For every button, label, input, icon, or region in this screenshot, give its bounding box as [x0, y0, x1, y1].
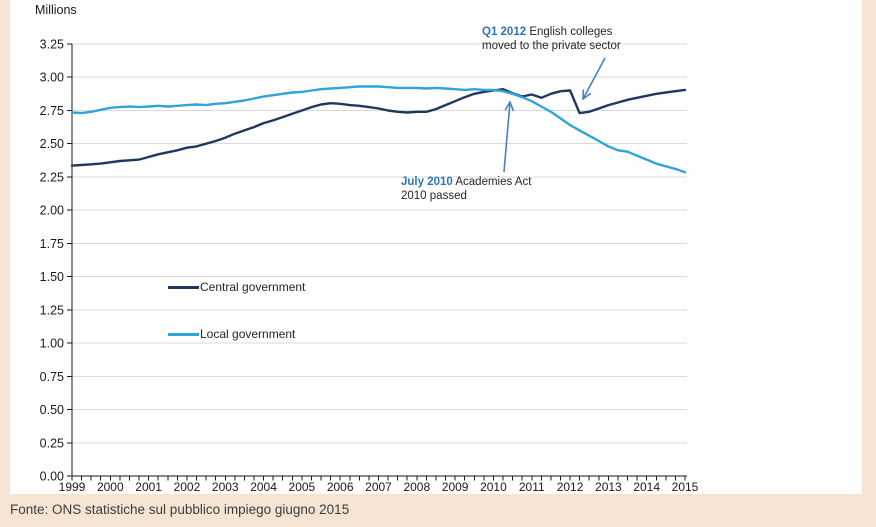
source-note: Fonte: ONS statistiche sul pubblico impi…	[10, 502, 350, 517]
local-government-legend-line	[168, 332, 199, 336]
annotation-q1-2012-line1: Q1 2012 English colleges	[482, 26, 613, 38]
x-tick-label: 2009	[442, 480, 469, 494]
y-axis-title: Millions	[35, 3, 77, 17]
chart-panel: Millions 0.00 0.25 0.50 0.75 1.00 1.25 1.50 1.7…	[10, 0, 862, 494]
annotation-july-2010: July 2010 Academies Act 2010 passed	[401, 175, 561, 203]
x-tick-label: 2004	[250, 480, 277, 494]
legend-label-central-government: Central government	[200, 280, 306, 294]
legend-item-central-government: Central government	[168, 279, 305, 295]
x-tick-label: 2013	[595, 480, 622, 494]
y-tick-label: 1.50	[40, 270, 64, 284]
annotation-q1-2012-line2: moved to the private sector	[482, 40, 621, 52]
x-tick-label: 2014	[633, 480, 660, 494]
y-tick-label: 0.75	[40, 370, 64, 384]
chart-svg: 0.00 0.25 0.50 0.75 1.00 1.25 1.50 1.75 2.00 2.25…	[40, 38, 699, 495]
x-tick-label: 2003	[212, 480, 239, 494]
y-tick-label: 1.75	[40, 237, 64, 251]
y-tick-label: 0.25	[40, 436, 64, 450]
y-tick-label: 2.00	[40, 204, 64, 218]
y-tick-label: 3.25	[40, 38, 64, 52]
x-tick-label: 2000	[97, 480, 124, 494]
y-tick-label: 1.25	[40, 303, 64, 317]
annotation-arrowhead-q1-2012	[582, 92, 592, 100]
y-tick-label: 1.00	[40, 337, 64, 351]
legend-item-local-government: Local government	[168, 326, 295, 342]
y-tick-label: 0.50	[40, 403, 64, 417]
x-tick-label: 2012	[557, 480, 584, 494]
annotation-arrowhead-july-2010	[504, 101, 511, 111]
annotation-arrow-q1-2012	[582, 57, 606, 100]
y-tick-label: 0.00	[40, 470, 64, 484]
x-tick-label: 2011	[519, 480, 545, 494]
central-government-line	[70, 87, 687, 167]
annotation-arrowhead-july-2010	[509, 101, 515, 112]
local-government-line	[70, 85, 687, 174]
x-tick-label: 2001	[135, 480, 162, 494]
x-tick-label: 2002	[174, 480, 201, 494]
central-government-legend-line	[168, 285, 199, 289]
annotation-july-2010-line1: July 2010 Academies Act	[401, 176, 532, 188]
y-tick-label: 2.75	[40, 104, 64, 118]
x-tick-label: 1999	[59, 480, 86, 494]
annotation-arrow-july-2010	[503, 101, 511, 173]
x-tick-label: 2015	[672, 480, 699, 494]
y-tick-label: 2.50	[40, 137, 64, 151]
annotation-july-2010-line2: 2010 passed	[401, 190, 467, 202]
x-tick-label: 2005	[289, 480, 316, 494]
annotation-q1-2012: Q1 2012 English colleges moved to the pr…	[482, 25, 672, 53]
x-tick-label: 2007	[365, 480, 392, 494]
x-tick-label: 2010	[480, 480, 507, 494]
y-tick-label: 2.25	[40, 170, 64, 184]
x-tick-label: 2006	[327, 480, 354, 494]
legend-label-local-government: Local government	[200, 327, 296, 341]
x-tick-label: 2008	[403, 480, 430, 494]
y-tick-label: 3.00	[40, 71, 64, 85]
